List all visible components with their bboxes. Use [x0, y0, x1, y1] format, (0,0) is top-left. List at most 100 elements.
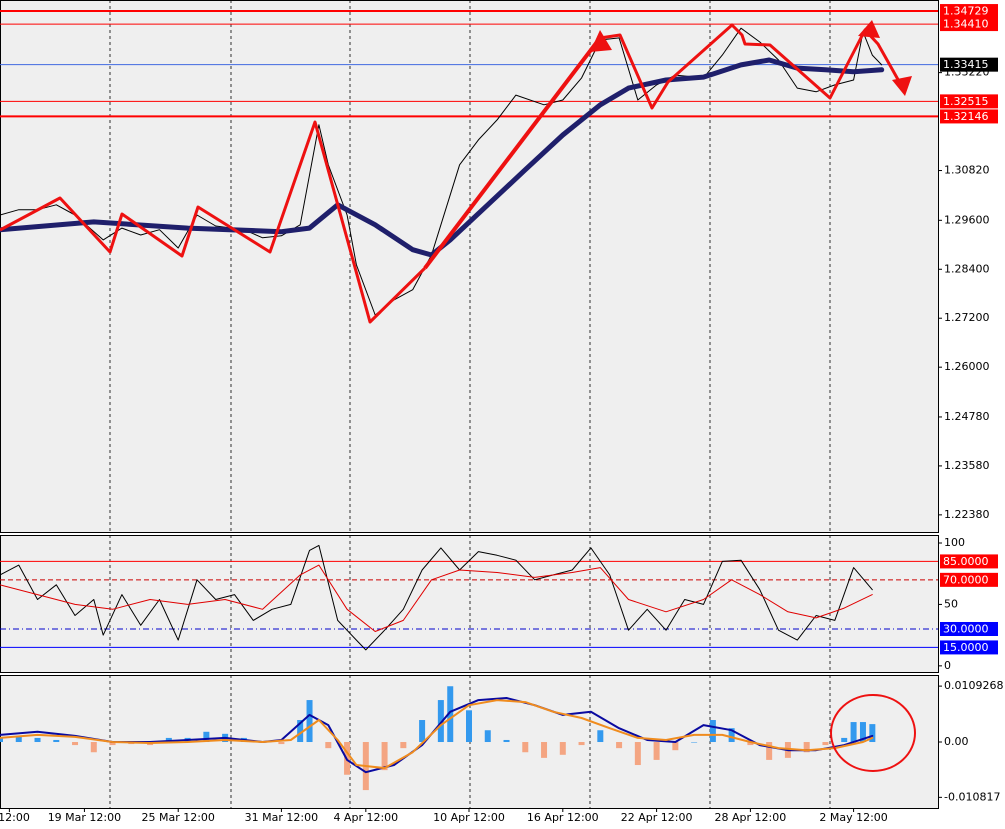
level-box [940, 109, 998, 124]
histogram-bar [803, 742, 810, 753]
histogram-bar [869, 724, 876, 743]
trend-arrow [423, 36, 602, 270]
y-tick-label: 1.29600 [944, 213, 990, 226]
histogram-bar [15, 735, 22, 743]
y-tick-label: 1.22380 [944, 508, 990, 521]
histogram-bar [747, 742, 754, 746]
series-line [0, 544, 873, 651]
level-box [940, 572, 998, 587]
x-tick-label: 19 Mar 12:00 [48, 811, 121, 824]
histogram-bar [850, 722, 857, 743]
level-box [940, 621, 998, 636]
arrow-head [892, 76, 912, 96]
histogram-bar [691, 742, 698, 743]
level-label: 30.0000 [943, 622, 989, 635]
y-tick-label: 1.28400 [944, 262, 990, 275]
x-tick-label: 25 Mar 12:00 [141, 811, 214, 824]
histogram-bar [278, 742, 285, 745]
series-line [0, 564, 873, 632]
y-tick-label: 100 [944, 536, 965, 549]
histogram-bar [297, 720, 304, 743]
histogram-bar [165, 737, 172, 743]
level-box [940, 17, 998, 32]
histogram-bar [34, 737, 41, 743]
panel [0, 0, 939, 533]
level-label: 1.32515 [943, 95, 989, 108]
histogram-bar [400, 742, 407, 749]
annotations [0, 20, 916, 772]
y-tick-label: -0.010817 [944, 790, 1000, 803]
histogram-bar [841, 737, 848, 743]
level-label: 1.32146 [943, 110, 989, 123]
level-label: 85.0000 [943, 555, 989, 568]
zigzag [0, 120, 427, 324]
panel [0, 535, 939, 673]
x-tick-label: 28 Apr 12:00 [715, 811, 787, 824]
level-label: 70.0000 [943, 573, 989, 586]
histogram-bar [306, 700, 313, 743]
y-tick-label: 0 [944, 659, 951, 672]
series-line [0, 697, 874, 774]
level-box [940, 94, 998, 109]
histogram-bar [578, 742, 585, 746]
histogram-bar [109, 742, 116, 746]
y-tick-label: 1.24780 [944, 410, 990, 423]
y-tick-label: 50 [944, 597, 958, 610]
histogram-bar [381, 742, 388, 771]
histogram-bar [325, 742, 332, 749]
histogram-bar [522, 742, 529, 753]
highlight-circle [830, 694, 916, 772]
histogram-bar [634, 742, 641, 766]
histogram-bar [859, 722, 866, 743]
y-tick-label: 1.30820 [944, 164, 990, 177]
x-tick-label: 2 May 12:00 [819, 811, 887, 824]
level-label: 1.33415 [943, 58, 989, 71]
histogram-bar [447, 686, 454, 743]
histogram-bar [766, 742, 773, 760]
histogram-bar [822, 742, 829, 746]
x-tick-label: 22 Apr 12:00 [621, 811, 693, 824]
series-line [0, 27, 883, 316]
y-tick-label: 1.26000 [944, 360, 990, 373]
series-line [0, 699, 874, 770]
histogram-bar [437, 700, 444, 743]
y-tick-label: 1.27200 [944, 311, 990, 324]
level-label: 1.34729 [943, 5, 989, 18]
level-box [940, 640, 998, 655]
histogram-bar [53, 739, 60, 743]
level-box [940, 554, 998, 569]
y-tick-label: 1.23580 [944, 459, 990, 472]
histogram-bar [653, 742, 660, 760]
histogram-bar [709, 720, 716, 743]
y-tick-label: 0.00 [944, 735, 969, 748]
histogram-bar [484, 730, 491, 743]
histogram-bar [728, 728, 735, 743]
series-line [0, 57, 885, 258]
x-tick-label: 12:00 [0, 811, 30, 824]
histogram-bar [0, 737, 3, 743]
histogram-bar [72, 742, 79, 746]
histogram-bar [503, 739, 510, 743]
histogram-bar [597, 730, 604, 743]
x-tick-label: 10 Apr 12:00 [433, 811, 505, 824]
arrow-head [858, 20, 880, 38]
level-box [940, 57, 998, 72]
histogram-bar [90, 742, 97, 753]
histogram-bar [541, 742, 548, 758]
histogram-bar [203, 731, 210, 743]
level-label: 1.34410 [943, 18, 989, 31]
arrow-head [590, 30, 612, 52]
histogram-bar [419, 720, 426, 743]
y-tick-label: 0.0109268 [944, 679, 1004, 692]
histogram-bar [672, 742, 679, 751]
level-label: 15.0000 [943, 641, 989, 654]
histogram-bar [466, 710, 472, 743]
x-tick-label: 16 Apr 12:00 [527, 811, 599, 824]
x-tick-label: 31 Mar 12:00 [245, 811, 318, 824]
histogram-bar [616, 742, 623, 749]
level-box [940, 4, 998, 19]
histogram-bar [559, 742, 566, 755]
x-tick-label: 4 Apr 12:00 [333, 811, 398, 824]
